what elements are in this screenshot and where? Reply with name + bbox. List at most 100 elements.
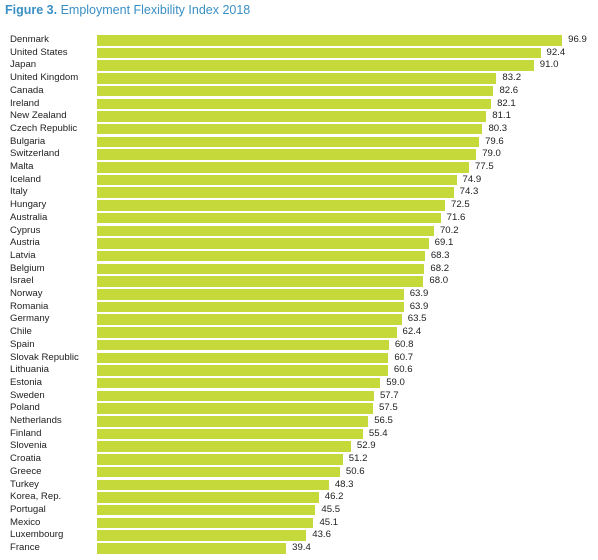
category-label: Portugal	[10, 503, 46, 515]
value-label: 56.5	[374, 415, 393, 426]
bar	[97, 136, 480, 148]
category-label: Cyprus	[10, 224, 41, 236]
bar	[97, 174, 457, 186]
value-label: 52.9	[356, 440, 376, 452]
category-label: Sweden	[10, 389, 45, 401]
category-label: Slovenia	[10, 440, 47, 452]
bar-row: Australia 71.6	[0, 212, 598, 224]
value-label: 69.1	[434, 237, 454, 249]
bar	[97, 47, 541, 59]
chart-title: Figure 3. Employment Flexibility Index 2…	[5, 3, 250, 17]
category-label: Croatia	[10, 453, 41, 465]
bar-row: Lithuania 60.6	[0, 364, 598, 376]
category-label: Hungary	[10, 199, 47, 211]
bar	[97, 352, 389, 363]
bar	[97, 530, 307, 541]
category-label: Ireland	[10, 97, 40, 109]
bar-row: Austria 69.1	[0, 237, 598, 249]
bar	[97, 428, 363, 440]
figure-number: Figure 3.	[5, 3, 58, 17]
bar-row: Czech Republic 80.3	[0, 123, 598, 135]
bar	[97, 301, 404, 313]
category-label: Norway	[10, 288, 43, 299]
value-label: 79.6	[485, 135, 504, 147]
category-label: Romania	[10, 300, 49, 312]
bar-row: Greece 50.6	[0, 466, 598, 478]
bar	[97, 492, 319, 503]
bar-row: Malta 77.5	[0, 161, 598, 173]
category-label: Switzerland	[10, 148, 60, 160]
bar-row: Chile 62.4	[0, 326, 598, 338]
bar	[97, 517, 314, 529]
category-label: Chile	[10, 326, 32, 338]
bar	[97, 454, 343, 465]
value-label: 83.2	[502, 72, 522, 84]
bar-row: Iceland 74.9	[0, 174, 598, 186]
bar-row: New Zealand 81.1	[0, 110, 598, 122]
category-label: Spain	[10, 338, 35, 350]
category-label: Israel	[10, 275, 34, 287]
bar	[97, 314, 402, 325]
category-label: Finland	[10, 427, 42, 439]
value-label: 60.6	[393, 364, 413, 376]
bar-row: Slovenia 52.9	[0, 440, 598, 452]
bar-row: Latvia 68.3	[0, 250, 598, 262]
bar	[97, 225, 434, 236]
value-label: 82.6	[499, 84, 519, 96]
category-label: Czech Republic	[10, 122, 78, 134]
category-label: United States	[10, 46, 68, 58]
bar	[97, 73, 497, 84]
bar	[97, 35, 563, 46]
bar-row: Bulgaria 79.6	[0, 136, 598, 148]
bar	[97, 250, 425, 262]
category-label: Poland	[10, 402, 40, 414]
bar-row: Norway 63.9	[0, 288, 598, 300]
bar-row: Denmark 96.9	[0, 34, 598, 46]
value-label: 74.9	[462, 173, 482, 185]
value-label: 70.2	[439, 224, 459, 236]
category-label: Austria	[10, 237, 40, 249]
category-label: Australia	[10, 211, 48, 223]
bar	[97, 543, 287, 554]
value-label: 48.3	[334, 478, 354, 490]
bar-row: Cyprus 70.2	[0, 225, 598, 237]
bar-chart: Denmark 96.9 United States 92.4 Japan 91.0 Uni…	[0, 34, 598, 560]
value-label: 80.3	[488, 122, 508, 134]
bar	[97, 85, 494, 97]
value-label: 46.2	[324, 491, 344, 503]
bar-row: Japan 91.0	[0, 59, 598, 71]
bar-row: Croatia 51.2	[0, 453, 598, 465]
value-label: 68.2	[430, 262, 450, 274]
value-label: 63.9	[409, 300, 429, 312]
bar	[97, 365, 388, 376]
bar	[97, 212, 441, 224]
category-label: New Zealand	[10, 110, 67, 122]
category-label: Denmark	[10, 34, 49, 45]
category-label: Japan	[10, 59, 37, 71]
value-label: 68.0	[429, 275, 449, 287]
bar-row: Turkey 48.3	[0, 479, 598, 491]
bar	[97, 289, 404, 300]
category-label: Canada	[10, 84, 44, 96]
value-label: 57.5	[379, 402, 398, 414]
value-label: 96.9	[568, 34, 587, 45]
bar-row: Canada 82.6	[0, 85, 598, 97]
bar	[97, 123, 483, 135]
category-label: France	[10, 542, 40, 553]
bar	[97, 339, 389, 351]
category-label: Germany	[10, 313, 50, 325]
bar	[97, 441, 351, 452]
value-label: 82.1	[497, 97, 516, 109]
value-label: 77.5	[475, 161, 494, 172]
category-label: Lithuania	[10, 364, 49, 376]
category-label: Korea, Rep.	[10, 491, 62, 503]
bar-row: Hungary 72.5	[0, 199, 598, 211]
bar	[97, 238, 429, 249]
bar-row: Belgium 68.2	[0, 263, 598, 275]
bar-row: Mexico 45.1	[0, 517, 598, 529]
bar	[97, 504, 316, 516]
bar	[97, 466, 340, 478]
bar-row: United States 92.4	[0, 47, 598, 59]
category-label: Mexico	[10, 516, 41, 528]
bar-row: Israel 68.0	[0, 275, 598, 287]
